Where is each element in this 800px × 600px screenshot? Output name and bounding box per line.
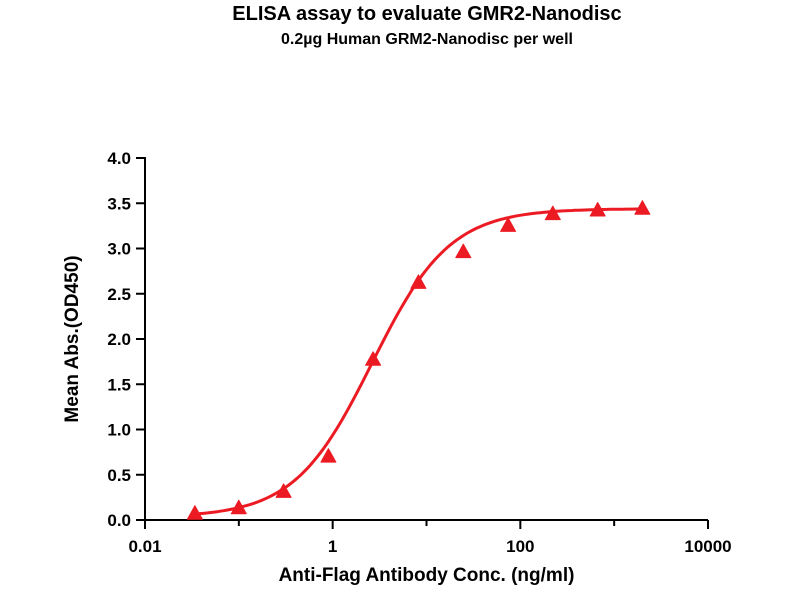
data-point-marker [455,243,472,259]
data-point-marker [275,483,292,498]
chart-subtitle: 0.2µg Human GRM2-Nanodisc per well [281,31,573,48]
data-point-marker [544,205,561,221]
y-tick-label: 3.0 [107,240,131,259]
chart-title: ELISA assay to evaluate GMR2-Nanodisc [232,3,622,25]
x-tick-label: 1 [328,537,337,556]
y-tick-label: 0.0 [107,511,131,530]
data-point-marker [410,274,427,289]
x-tick-label: 100 [506,537,534,556]
y-tick-label: 1.0 [107,421,131,440]
y-tick-label: 3.5 [107,194,131,213]
y-tick-label: 4.0 [107,149,131,168]
y-tick-label: 0.5 [107,466,131,485]
x-tick-label: 10000 [684,537,731,556]
fit-curve [193,207,644,516]
data-point-marker [186,505,203,520]
x-tick-label: 0.01 [128,537,161,556]
data-point-marker [500,217,517,232]
y-tick-label: 2.0 [107,330,131,349]
data-point-marker [230,499,247,515]
data-point-marker [365,351,382,366]
y-tick-label: 2.5 [107,285,131,304]
data-point-marker [634,200,651,215]
x-axis-label: Anti-Flag Antibody Conc. (ng/ml) [279,565,575,586]
y-axis-label: Mean Abs.(OD450) [62,255,83,422]
data-point-marker [589,202,606,217]
y-tick-label: 1.5 [107,375,131,394]
data-point-marker [320,448,337,463]
